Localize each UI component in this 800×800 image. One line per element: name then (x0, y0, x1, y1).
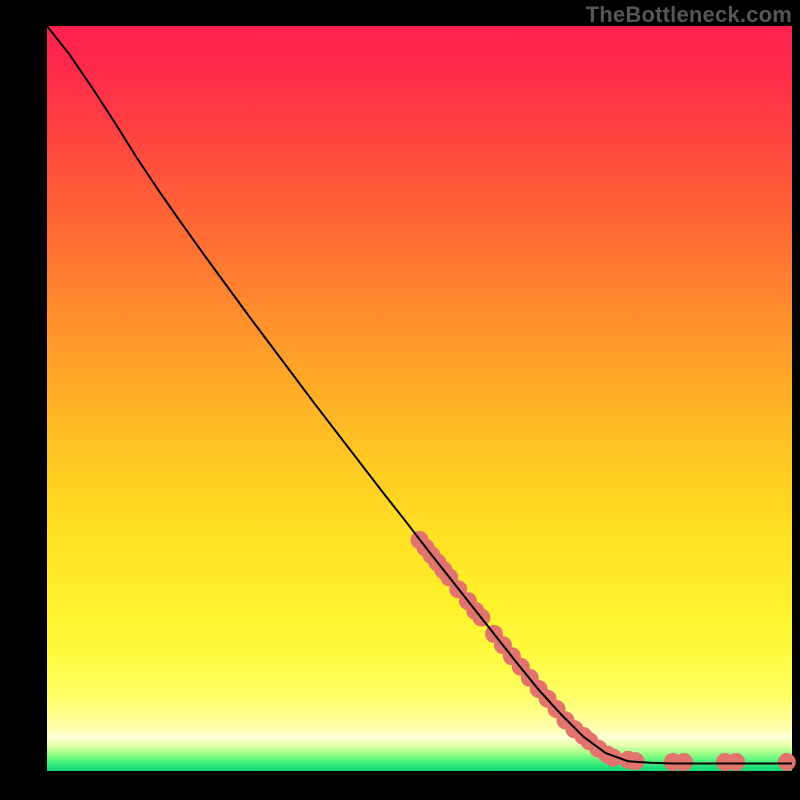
data-marker (778, 754, 795, 771)
plot-area (47, 26, 792, 771)
data-marker (728, 754, 745, 771)
chart-svg (47, 26, 792, 771)
chart-container: TheBottleneck.com (0, 0, 800, 800)
watermark-text: TheBottleneck.com (586, 2, 792, 28)
data-marker (675, 754, 692, 771)
markers-group (411, 532, 795, 771)
curve-path (47, 26, 792, 764)
